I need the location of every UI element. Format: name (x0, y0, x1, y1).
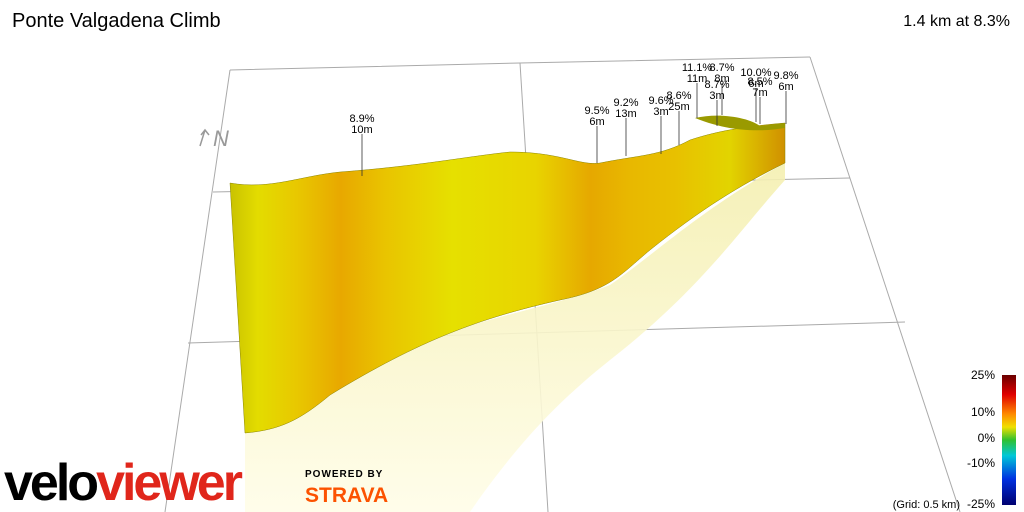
legend-label: 25% (971, 368, 995, 382)
annotation-grade: 11.1% (682, 62, 713, 74)
legend-label: 10% (971, 405, 995, 419)
legend-label: -10% (967, 456, 995, 470)
legend-label: -25% (967, 497, 995, 511)
partner: STRAVA (305, 484, 388, 507)
annotation-length: 10m (351, 124, 372, 136)
annotation-length: 3m (653, 106, 668, 118)
north-arrow (199, 128, 210, 147)
annotation-grade: 8.9% (349, 113, 374, 125)
annotation-length: 8m (714, 73, 729, 85)
annotation-grade: 9.2% (613, 97, 638, 109)
annotation-length: 25m (668, 101, 689, 113)
reflection (245, 163, 785, 512)
annotation-grade: 8.7% (709, 62, 734, 74)
annotation-grade: 9.8% (773, 70, 798, 82)
annotation-length: 6m (778, 81, 793, 93)
annotation-grade: 8.6% (666, 90, 691, 102)
annotation-grade: 9.6% (648, 95, 673, 107)
grid-note: (Grid: 0.5 km) (893, 499, 960, 511)
annotation-grade: 8.7% (704, 79, 729, 91)
legend: 25% 10% 0% -10% -25% (967, 368, 995, 511)
title: Ponte Valgadena Climb (12, 10, 221, 32)
annotation-grade: 8.5% (747, 76, 772, 88)
logo-part: velo (4, 454, 97, 512)
climb-ribbon (229, 122, 786, 434)
annotation-length: 7m (752, 87, 767, 99)
annotation-length: 6m (589, 116, 604, 128)
annotations: 8.9%10m9.5%6m9.2%13m9.6%3m8.6%25m11.1%11… (349, 62, 799, 176)
annotation-grade: 9.5% (584, 105, 609, 117)
annotation-length: 6m (748, 78, 763, 90)
powered-by: POWERED BY (305, 469, 383, 480)
ribbon-tail (695, 115, 785, 131)
grade-scale (1002, 375, 1016, 505)
logo: veloviewer (4, 454, 243, 512)
annotation-length: 3m (709, 90, 724, 102)
annotation-grade: 10.0% (740, 67, 771, 79)
annotation-length: 11m (687, 73, 708, 85)
summary: 1.4 km at 8.3% (903, 13, 1010, 30)
logo-part: viewer (96, 454, 243, 512)
compass-label: N (213, 126, 229, 151)
annotation-length: 13m (615, 108, 636, 120)
legend-label: 0% (978, 431, 996, 445)
